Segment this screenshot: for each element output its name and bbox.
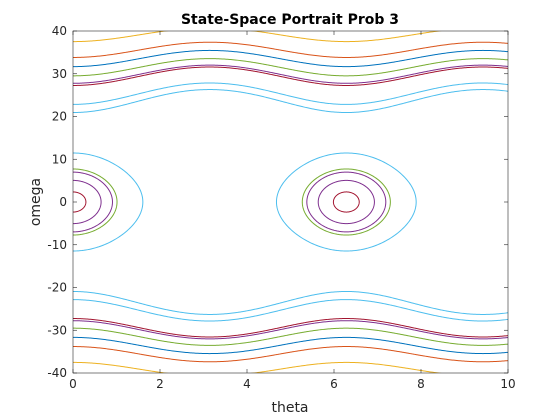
x-tick-label: 4 (243, 377, 251, 391)
series-line-12-loop-1 (275, 152, 417, 252)
series-line-4-lower (73, 320, 508, 340)
series-line-11-loop-0 (73, 168, 118, 236)
series-line-5-lower (73, 318, 508, 338)
series-line-7-lower (73, 290, 508, 315)
y-axis-ticks: -40 -30 -20 -10 0 10 20 30 40 (47, 24, 508, 380)
series-line-3-lower (73, 327, 508, 346)
series-line-11-loop-1 (301, 168, 391, 236)
series-line-0-upper (73, 31, 442, 43)
x-axis-label: theta (271, 400, 308, 416)
x-tick-label: 2 (156, 377, 164, 391)
x-axis-ticks: 0 2 4 6 8 10 (69, 31, 516, 391)
series-line-12-loop-2 (550, 153, 560, 251)
y-tick-label: 40 (52, 24, 67, 38)
series-line-4-upper (73, 64, 508, 84)
series-line-9-loop-1 (317, 179, 375, 225)
y-tick-label: -40 (47, 366, 67, 380)
series-line-8-loop-1 (332, 191, 360, 213)
series-line-8-loop-0 (73, 191, 87, 213)
x-tick-label: 8 (417, 377, 425, 391)
series-line-3-upper (73, 58, 508, 77)
series-line-12-loop-0 (73, 152, 144, 252)
x-tick-label: 6 (330, 377, 338, 391)
y-tick-label: -30 (47, 323, 67, 337)
y-tick-label: 10 (52, 152, 67, 166)
series-line-2-lower (73, 336, 508, 355)
series-line-6-upper (73, 82, 508, 105)
series-line-1-upper (73, 41, 508, 58)
y-tick-label: -10 (47, 238, 67, 252)
series-line-5-upper (73, 66, 508, 86)
series-line-2-upper (73, 49, 508, 68)
x-tick-label: 0 (69, 377, 77, 391)
y-tick-label: 0 (59, 195, 67, 209)
x-tick-label: 10 (500, 377, 515, 391)
series-line-0-lower (73, 361, 442, 373)
series-line-7-upper (73, 89, 508, 114)
series-line-10-loop-1 (306, 171, 387, 233)
y-tick-label: 30 (52, 67, 67, 81)
y-axis-label: omega (28, 178, 44, 226)
plot-area (73, 31, 560, 373)
y-tick-label: -20 (47, 281, 67, 295)
series-line-10-loop-0 (73, 171, 113, 233)
series-line-9-loop-0 (73, 179, 102, 225)
chart-title: State-Space Portrait Prob 3 (181, 12, 399, 28)
y-tick-label: 20 (52, 110, 67, 124)
axes-box (72, 30, 509, 374)
series-line-6-lower (73, 299, 508, 322)
series-line-1-lower (73, 346, 508, 363)
